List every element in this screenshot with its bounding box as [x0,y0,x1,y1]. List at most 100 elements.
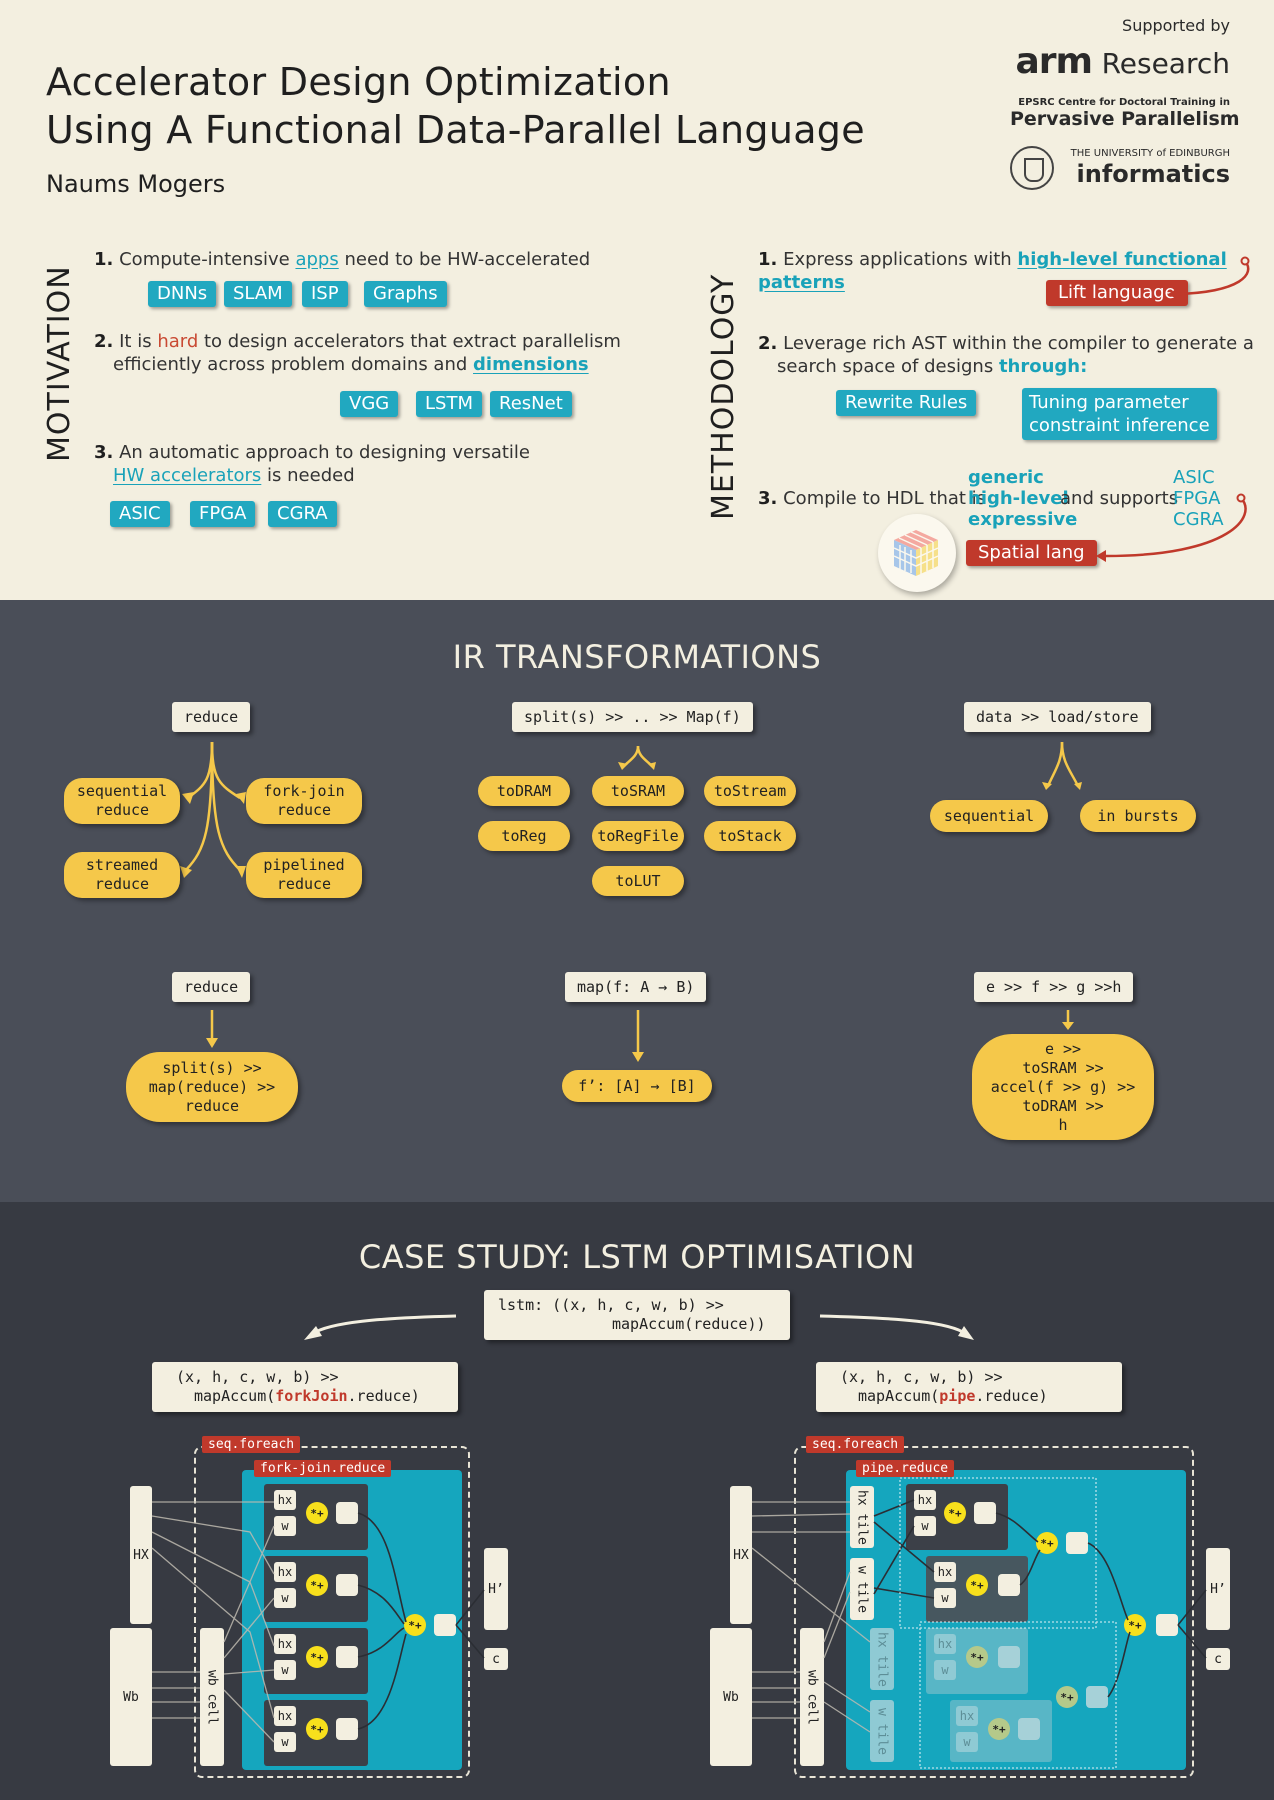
right-w-3: w [934,1660,956,1680]
left-acc-1 [336,1502,358,1524]
right-op-3: *+ [966,1646,988,1668]
left-c-out: c [484,1648,508,1670]
left-hx-2: hx [274,1562,296,1582]
spatial-cube-icon [878,514,956,592]
ir-chain-source: e >> f >> g >>h [974,972,1134,1002]
right-w-tile-1: w tile [850,1558,874,1620]
right-w-2: w [934,1588,956,1608]
left-hx-3: hx [274,1634,296,1654]
left-w-4: w [274,1732,296,1752]
arm-research-logo: arm Research [1015,41,1230,82]
ir-sequential-reduce: sequential reduce [64,778,180,824]
right-op-final: *+ [1124,1614,1146,1636]
case-study-section: CASE STUDY: LSTM OPTIMISATION lstm: ((x,… [0,1202,1274,1800]
ir-tostack: toStack [704,821,796,851]
tag-fpga: FPGA [190,501,256,527]
tag-rewrite-rules: Rewrite Rules [836,390,977,416]
right-acc-final [1156,1614,1178,1636]
methodology-label: METHODOLOGY [706,273,741,520]
left-hx-4: hx [274,1706,296,1726]
tag-asic: ASIC [110,501,170,527]
motivation-label: MOTIVATION [42,265,77,462]
left-op-1: *+ [306,1502,328,1524]
ir-data-source: data >> load/store [964,702,1151,732]
right-hx-bar: HX [730,1486,752,1624]
tag-spatial-lang: Spatial lang [966,540,1097,566]
left-h-out: H’ [484,1548,508,1630]
ir-todram: toDRAM [478,776,570,806]
ir-map-source: map(f: A → B) [565,972,707,1002]
left-acc-3 [336,1646,358,1668]
ir-chain-output: e >> toSRAM >> accel(f >> g) >> toDRAM >> h [972,1034,1154,1140]
right-hx-tile-2: hx tile [870,1628,894,1690]
right-acc-stage-2 [1086,1686,1108,1708]
right-seq-foreach-label: seq.foreach [806,1436,905,1453]
ir-in-bursts: in bursts [1080,800,1196,832]
right-acc-2 [998,1574,1020,1596]
pervasive-parallelism-logo: Pervasive Parallelism [1010,108,1240,130]
left-wb-cell: wb cell [200,1628,224,1766]
pipe-expression: (x, h, c, w, b) >> mapAccum(pipe.reduce) [816,1362,1122,1412]
ir-transformations-section: IR TRANSFORMATIONS [0,600,1274,1202]
and-supports-text: and supports [1060,488,1179,509]
left-w-2: w [274,1588,296,1608]
right-wb-cell: wb cell [800,1628,824,1766]
motivation-item-1: 1. Compute-intensive apps need to be HW-… [94,249,591,270]
right-op-4: *+ [988,1718,1010,1740]
right-w-tile-2: w tile [870,1700,894,1762]
supported-by-text: Supported by [1122,16,1230,35]
motivation-item-2: 2. It is hard to design accelerators tha… [94,331,621,375]
right-w-4: w [956,1732,978,1752]
epsrc-text: EPSRC Centre for Doctoral Training in [1018,97,1230,108]
right-pipe-label: pipe.reduce [856,1460,955,1477]
ir-split-map-reduce: split(s) >> map(reduce) >> reduce [126,1052,298,1122]
right-w-1: w [914,1516,936,1536]
poster-title-line1: Accelerator Design Optimization [46,60,671,104]
property-expressive: expressive [968,509,1078,530]
ir-fork-join-reduce: fork-join reduce [246,778,362,824]
methodology-item-3: 3. Compile to HDL that is [758,488,987,509]
motivation-item-3: 3. An automatic approach to designing ve… [94,442,530,486]
sponsors-block: Supported by arm Research EPSRC Centre f… [1010,16,1240,194]
right-c-out: c [1206,1648,1230,1670]
left-acc-4 [336,1718,358,1740]
right-hx-2: hx [934,1562,956,1582]
left-op-final: *+ [404,1614,426,1636]
right-wb-bar: Wb [710,1628,752,1766]
left-acc-2 [336,1574,358,1596]
ir-tolut: toLUT [592,866,684,896]
ir-streamed-reduce: streamed reduce [64,852,180,898]
target-asic: ASIC [1173,467,1215,488]
university-seal-icon [1010,146,1054,190]
ir-split-source: split(s) >> .. >> Map(f) [512,702,753,732]
left-hx-bar: HX [130,1486,152,1624]
right-acc-1 [974,1502,996,1524]
ir-sequential: sequential [930,800,1048,832]
tag-lift-language: Lift language [1046,280,1188,306]
ir-map-output: f’: [A] → [B] [562,1070,712,1102]
left-op-2: *+ [306,1574,328,1596]
tag-resnet: ResNet [490,391,572,417]
property-generic: generic [968,467,1044,488]
tag-lstm: LSTM [416,391,482,417]
ir-toregfile: toRegFile [592,821,684,851]
header-section: Accelerator Design Optimization Using A … [0,0,1274,600]
case-section-title: CASE STUDY: LSTM OPTIMISATION [358,1238,916,1276]
left-fork-join-label: fork-join.reduce [254,1460,392,1477]
ir-toreg: toReg [478,821,570,851]
ir-tostream: toStream [704,776,796,806]
target-cgra: CGRA [1173,509,1224,530]
left-seq-foreach-label: seq.foreach [202,1436,301,1453]
left-op-3: *+ [306,1646,328,1668]
right-op-2: *+ [966,1574,988,1596]
ir-reduce2-source: reduce [172,972,251,1002]
forkjoin-expression: (x, h, c, w, b) >> mapAccum(forkJoin.redu… [152,1362,458,1412]
lstm-expression: lstm: ((x, h, c, w, b) >> mapAccum(reduce… [484,1290,790,1340]
right-op-1: *+ [944,1502,966,1524]
property-high-level: high-level [968,488,1069,509]
edinburgh-informatics-logo: THE UNIVERSITY of EDINBURGH informatics [1010,144,1230,194]
left-acc-final [434,1614,456,1636]
methodology-item-1: 1. Express applications with high-level … [758,249,1227,293]
left-w-1: w [274,1516,296,1536]
tag-tuning-parameter: Tuning parameter constraint inference [1022,388,1217,440]
